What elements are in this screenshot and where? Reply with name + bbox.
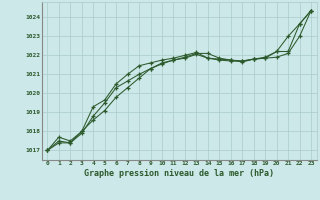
X-axis label: Graphe pression niveau de la mer (hPa): Graphe pression niveau de la mer (hPa) (84, 169, 274, 178)
